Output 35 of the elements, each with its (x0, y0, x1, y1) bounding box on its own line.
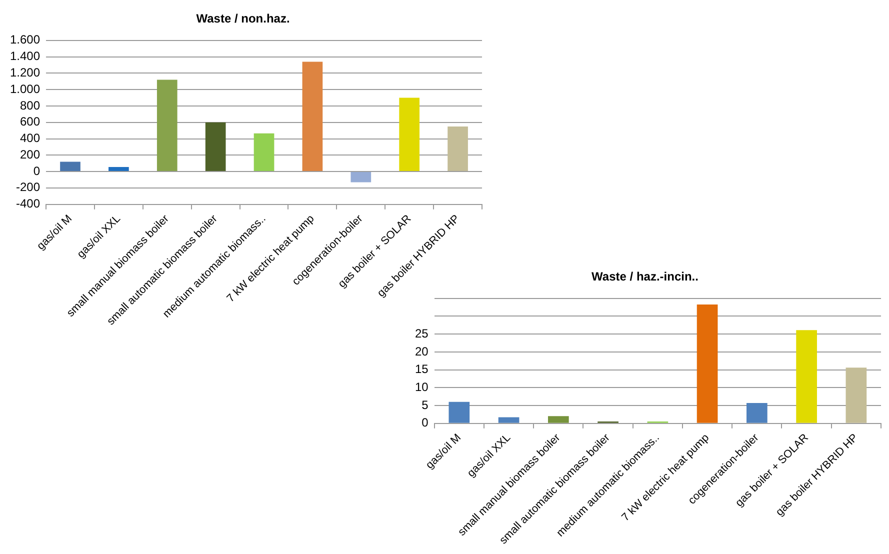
y-tick-label: -200 (16, 180, 40, 194)
bar (254, 133, 274, 172)
y-tick-label: 5 (422, 398, 429, 412)
y-tick-label: 1.400 (10, 49, 40, 64)
bar (746, 402, 768, 423)
y-tick-label: 0 (33, 164, 40, 178)
bar (399, 98, 420, 172)
y-tick-label: 15 (414, 362, 429, 376)
chart-title: Waste / haz.-incin.. (592, 270, 698, 284)
y-tick-label: -400 (16, 196, 40, 211)
bar (156, 80, 178, 172)
bar (498, 417, 520, 423)
y-tick-label: 1.600 (10, 32, 40, 47)
bar (548, 416, 569, 423)
y-tick-label: 600 (20, 114, 40, 129)
y-tick-label: 10 (414, 380, 429, 394)
y-tick-label: 1.000 (10, 82, 40, 96)
bar (796, 330, 817, 423)
chart-title: Waste / non.haz. (196, 12, 290, 26)
y-tick-label: 200 (20, 147, 40, 162)
y-tick-label: 1.200 (10, 65, 40, 80)
bar (448, 126, 468, 172)
y-tick-label: 20 (414, 344, 429, 358)
bar (448, 402, 470, 423)
bar (350, 172, 372, 182)
bar (108, 167, 129, 172)
y-tick-label: 25 (414, 326, 429, 340)
bar (696, 304, 718, 423)
bar (60, 162, 80, 172)
y-tick-label: 0 (422, 416, 429, 430)
bar (302, 62, 323, 172)
y-tick-label: 400 (20, 131, 40, 146)
bar (846, 368, 867, 423)
bar (205, 122, 226, 172)
y-tick-label: 800 (20, 98, 40, 112)
